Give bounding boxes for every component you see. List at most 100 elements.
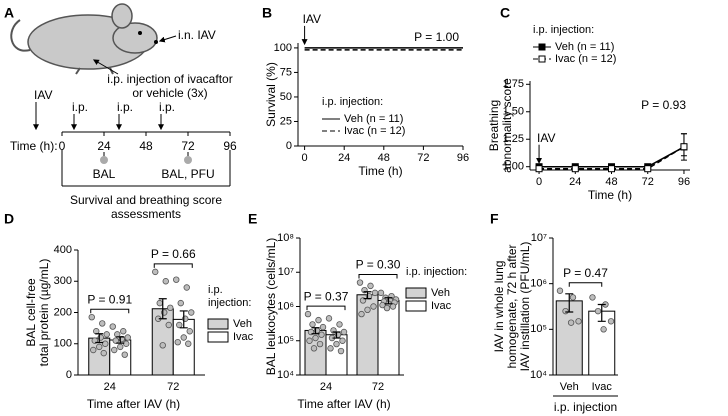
data-point [96, 343, 103, 351]
data-point [88, 313, 95, 321]
x-tick-label: 24 [320, 381, 332, 393]
data-point [567, 319, 575, 326]
legend-label: Veh [233, 318, 252, 330]
data-point [103, 331, 110, 338]
data-point [377, 289, 385, 297]
data-point [167, 304, 174, 312]
y-tick-label: 10⁶ [530, 278, 547, 290]
y-tick-label: 0 [66, 369, 72, 381]
data-point [356, 279, 364, 286]
significance-bracket [568, 282, 603, 287]
data-point [112, 337, 119, 344]
data-point [306, 337, 313, 344]
x-tick-label: 72 [417, 152, 429, 164]
annotation: P = 0.37 [304, 289, 349, 303]
annotation: IAV [537, 131, 555, 145]
data-point [156, 299, 163, 307]
data-point [600, 326, 607, 333]
x-tick-label: 72 [642, 176, 654, 188]
data-point [90, 346, 97, 354]
y-tick-label: 400 [54, 244, 72, 256]
data-point [319, 323, 327, 331]
data-point [304, 310, 312, 318]
data-point [575, 318, 582, 325]
legend-swatch [207, 318, 229, 330]
significance-bracket [153, 263, 193, 268]
panel-label: F [490, 211, 499, 227]
data-point [121, 351, 128, 358]
y-tick-label: 75 [280, 66, 292, 78]
panel-label: B [262, 5, 272, 21]
x-tick-label: 72 [167, 381, 179, 393]
timeline-label: Time (h): [10, 139, 58, 153]
data-point [152, 268, 159, 276]
y-tick-label: 100 [54, 338, 72, 350]
x-tick-label: 24 [338, 152, 350, 164]
data-point [174, 338, 181, 346]
panel-label: C [500, 5, 510, 21]
x-axis-label: i.p. injection [554, 400, 617, 414]
sample-pin [184, 156, 192, 164]
y-axis-label: BAL cell-free [24, 278, 38, 347]
annotation: P = 1.00 [414, 30, 459, 44]
legend-title: i.p. [208, 284, 223, 296]
data-point [102, 340, 109, 347]
y-tick-label: 50 [280, 91, 292, 103]
data-point [336, 321, 343, 328]
data-point [185, 340, 192, 347]
y-axis-label: total protein (µg/mL) [37, 259, 51, 367]
legend-swatch [538, 43, 546, 51]
y-tick-label: 10⁵ [530, 323, 547, 335]
data-point [364, 306, 371, 314]
panel-label: D [4, 211, 14, 227]
data-point [556, 287, 564, 294]
bracket-label: Survival and breathing score [70, 193, 222, 207]
data-point [340, 328, 348, 336]
error-bar [158, 298, 167, 320]
data-point [123, 340, 130, 347]
legend-title: i.p. injection: [533, 24, 594, 36]
significance-bracket [306, 305, 346, 311]
data-point [379, 301, 386, 309]
y-axis-label: Breathing [487, 100, 501, 151]
arrow [158, 35, 177, 43]
y-tick-label: 10⁵ [277, 335, 294, 347]
y-tick-label: 10⁴ [530, 369, 547, 381]
data-point [358, 310, 365, 318]
panel-label: E [248, 211, 257, 227]
y-axis-label: IAV in whole lung [492, 261, 506, 353]
sample-label: BAL [93, 167, 116, 181]
data-point [389, 303, 397, 310]
y-tick-label: 0 [286, 140, 292, 152]
timeline-tick-label: 96 [223, 139, 237, 153]
error-bar [311, 327, 320, 335]
annotation: P = 0.30 [356, 258, 401, 272]
legend-swatch [405, 287, 427, 299]
x-tick-label: 0 [302, 152, 308, 164]
error-bar [597, 303, 606, 322]
event-label: i.p. [117, 100, 133, 114]
legend-label: Ivac (n = 12) [555, 53, 616, 65]
x-tick-label: 72 [372, 381, 384, 393]
data-point [188, 309, 195, 316]
data-point [594, 307, 602, 315]
x-axis-label: Time (h) [358, 164, 402, 178]
event-label: i.p. [72, 100, 88, 114]
bracket-label: assessments [111, 207, 181, 221]
sample-pin [100, 156, 108, 164]
data-point [111, 346, 118, 354]
data-point [109, 323, 116, 330]
y-tick-label: 1.75 [503, 78, 524, 90]
data-point [315, 316, 322, 324]
error-bar [332, 331, 341, 339]
data-point [569, 294, 577, 301]
data-point [120, 328, 127, 335]
mouse-illustration [10, 3, 158, 75]
data-point [316, 340, 324, 348]
y-tick-label: 10⁶ [277, 300, 294, 312]
data-point [318, 331, 325, 338]
data-point [183, 284, 190, 291]
data-point [124, 334, 131, 341]
data-point [325, 315, 333, 322]
annotation: P = 0.66 [151, 247, 196, 261]
